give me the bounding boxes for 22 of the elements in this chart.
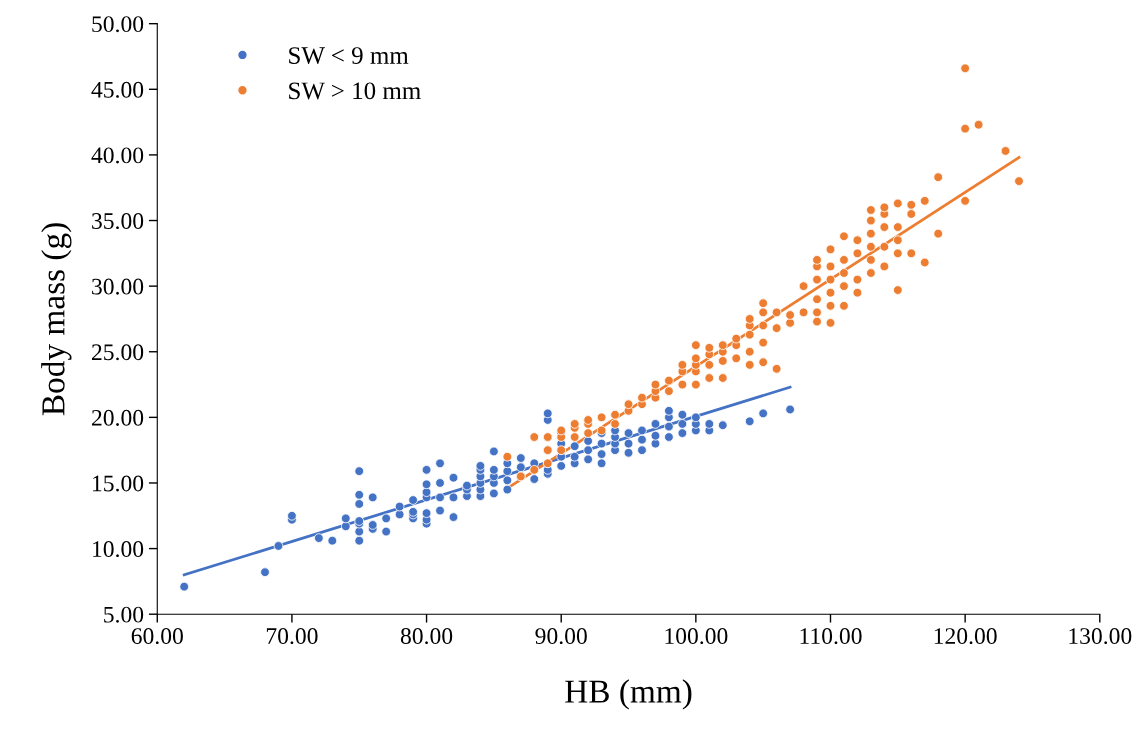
y-axis-title: Body mass (g) (41, 223, 72, 416)
x-tick-label: 60.00 (131, 628, 183, 645)
y-tick-label: 15.00 (93, 475, 144, 492)
y-tick-label: 35.00 (92, 213, 144, 230)
y-tick-label: 10.00 (93, 541, 144, 558)
x-tick-label: 110.00 (800, 628, 862, 645)
x-tick-label: 130.00 (1069, 628, 1132, 645)
y-tick-label: 30.00 (92, 278, 144, 295)
x-tick-label: 90.00 (535, 628, 587, 645)
x-tick-label: 120.00 (934, 628, 997, 645)
legend-label: SW > 10 mm (289, 82, 421, 100)
x-tick-label: 70.00 (266, 628, 318, 645)
y-tick-label: 20.00 (91, 409, 144, 426)
y-tick-label: 5.00 (104, 606, 144, 623)
x-axis-title: HB (mm) (565, 679, 692, 710)
y-tick-label: 25.00 (91, 344, 144, 361)
legend-label: SW < 9 mm (289, 47, 409, 65)
y-tick-label: 50.00 (92, 16, 144, 33)
y-tick-label: 40.00 (91, 147, 144, 164)
y-tick-label: 45.00 (91, 81, 144, 98)
x-tick-label: 100.00 (665, 628, 728, 645)
x-tick-label: 80.00 (400, 628, 453, 645)
